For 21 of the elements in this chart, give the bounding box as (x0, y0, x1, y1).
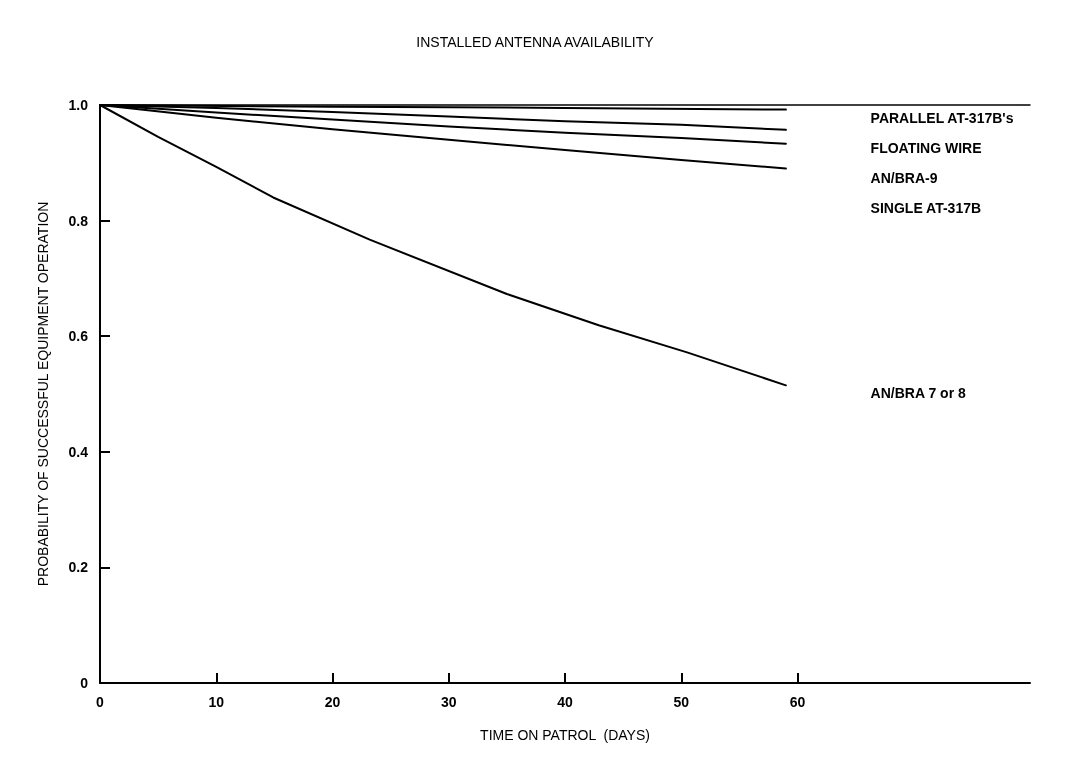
x-tick-label: 30 (440, 694, 457, 710)
text: PARALLEL AT-317B's (870, 109, 1014, 126)
x-tick-label: 0 (96, 694, 105, 710)
text: SINGLE AT-317B (870, 199, 982, 216)
x-tick-label: 50 (673, 694, 690, 710)
x-axis-title: TIME ON PATROL (DAYS) (480, 727, 650, 743)
y-tick-label: 0 (80, 675, 89, 691)
text: AN/BRA-9 (870, 169, 938, 186)
y-tick-label: 1.0 (68, 97, 89, 113)
y-tick-label: 0.2 (68, 559, 89, 576)
x-tick-label: 60 (789, 694, 806, 710)
x-tick-label: 40 (557, 694, 573, 710)
x-tick-label: 20 (324, 694, 341, 710)
x-tick-label: 10 (208, 694, 225, 710)
text: AN/BRA 7 or 8 (870, 385, 966, 402)
y-tick-label: 0.6 (68, 328, 89, 345)
chart-title: INSTALLED ANTENNA AVAILABILITY (416, 34, 655, 50)
y-axis-title: PROBABILITY OF SUCCESSFUL EQUIPMENT OPERATION (35, 201, 51, 587)
text: FLOATING WIRE (870, 139, 982, 156)
y-tick-label: 0.8 (68, 212, 89, 229)
y-tick-label: 0.4 (68, 443, 89, 460)
